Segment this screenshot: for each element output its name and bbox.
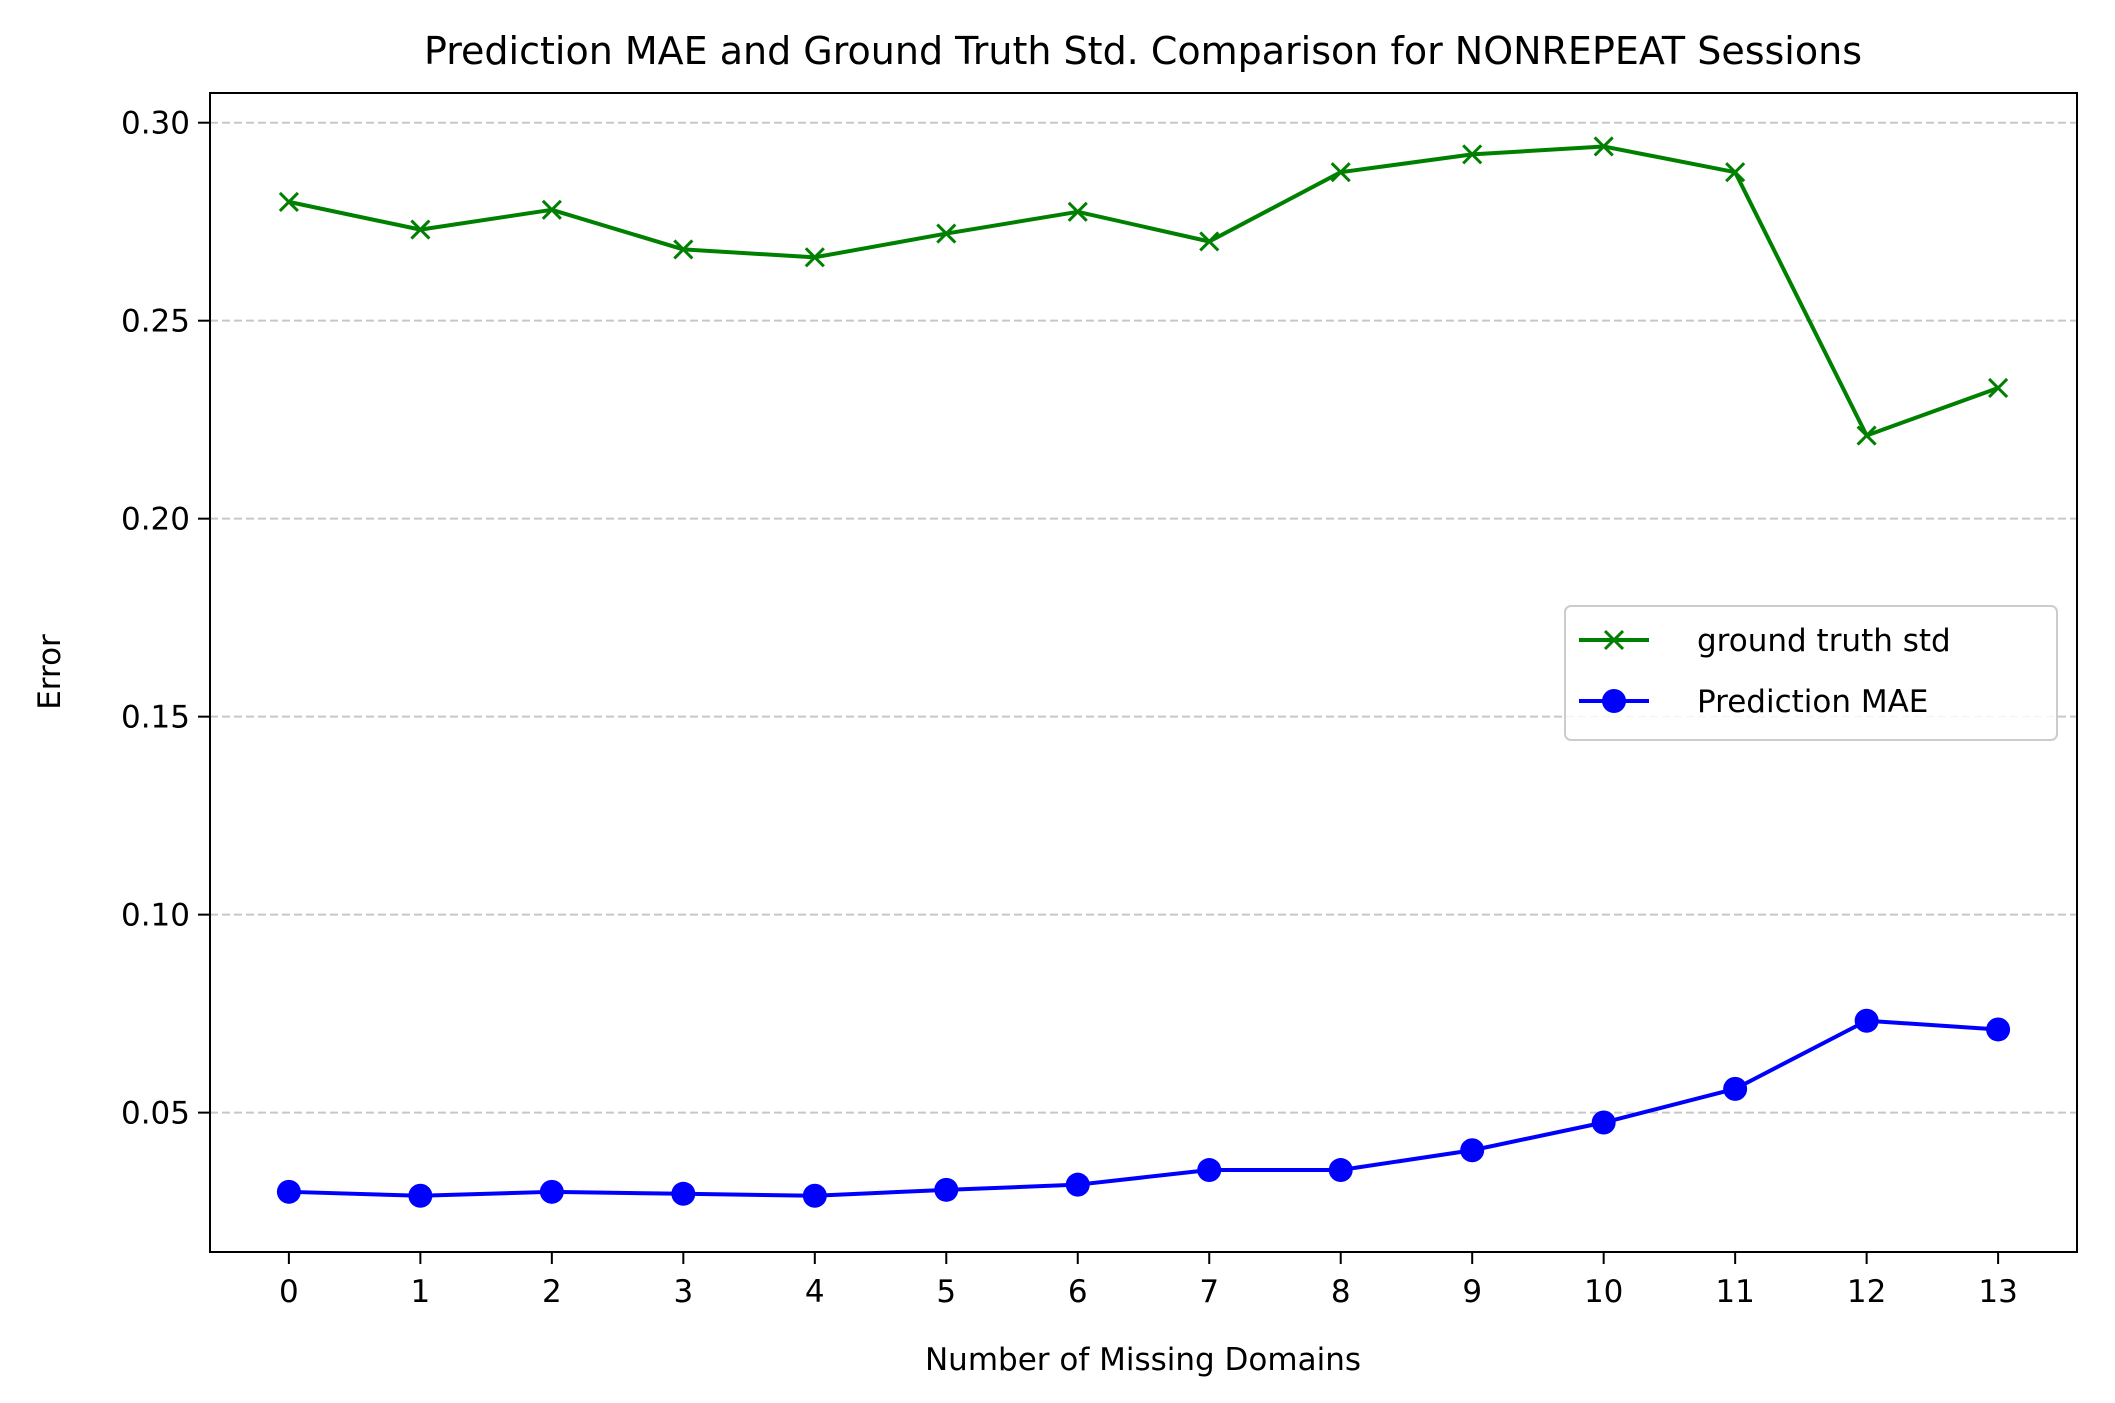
legend-entry: Prediction MAE — [1579, 684, 1928, 720]
y-axis: 0.05 0.10 0.15 0.20 0.25 0.30 — [121, 106, 210, 1132]
x-tick-label: 5 — [936, 1274, 956, 1310]
data-point — [802, 1183, 827, 1208]
x-tick-label: 3 — [673, 1274, 693, 1310]
data-point — [1460, 1138, 1485, 1163]
y-tick-label: 0.15 — [121, 700, 190, 736]
x-tick-label: 0 — [279, 1274, 299, 1310]
data-point — [1197, 1158, 1222, 1183]
y-tick-label: 0.10 — [121, 898, 190, 934]
x-tick-label: 13 — [1978, 1274, 2017, 1310]
series-0 — [278, 136, 2009, 446]
data-point — [276, 1179, 301, 1204]
legend-marker — [1602, 689, 1626, 713]
x-tick-label: 9 — [1462, 1274, 1482, 1310]
legend-entry: ground truth std — [1579, 623, 1951, 659]
data-point — [278, 191, 299, 212]
series-line — [288, 1018, 1999, 1198]
data-point — [934, 1177, 959, 1202]
data-point — [1328, 1158, 1353, 1183]
y-tick-label: 0.30 — [121, 106, 190, 142]
data-point — [1067, 201, 1088, 222]
series-line — [288, 144, 1999, 438]
data-point — [1591, 1110, 1616, 1135]
x-tick-label: 7 — [1199, 1274, 1219, 1310]
data-point — [1986, 1017, 2011, 1042]
data-point — [1593, 136, 1614, 157]
data-point — [1856, 425, 1877, 446]
data-point — [936, 223, 957, 244]
data-point — [673, 239, 694, 260]
x-tick-label: 12 — [1847, 1274, 1886, 1310]
data-point — [1988, 377, 2009, 399]
x-axis-label: Number of Missing Domains — [925, 1342, 1361, 1378]
chart-title: Prediction MAE and Ground Truth Std. Com… — [424, 29, 1862, 73]
y-tick-label: 0.25 — [121, 304, 190, 340]
legend-marker — [1603, 629, 1625, 651]
y-tick-label: 0.05 — [121, 1096, 190, 1132]
data-point — [1854, 1008, 1879, 1033]
x-tick-label: 1 — [410, 1274, 430, 1310]
data-point — [804, 247, 825, 268]
x-tick-label: 2 — [542, 1274, 562, 1310]
data-point — [410, 219, 431, 240]
legend-label: Prediction MAE — [1697, 684, 1928, 720]
data-point — [408, 1183, 433, 1208]
legend-label: ground truth std — [1697, 623, 1951, 659]
y-tick-label: 0.20 — [121, 502, 190, 538]
data-point — [1725, 162, 1746, 183]
x-tick-label: 10 — [1584, 1274, 1623, 1310]
data-point — [1199, 231, 1220, 252]
x-axis: 0 1 2 3 4 5 6 7 8 9 10 11 12 13 — [279, 1252, 2018, 1310]
y-axis-label: Error — [32, 634, 68, 710]
legend-box — [1564, 605, 2058, 741]
data-point — [671, 1181, 696, 1206]
series-1 — [276, 1008, 2011, 1208]
data-point — [1462, 144, 1483, 165]
data-point — [1065, 1172, 1090, 1197]
legend: ground truth std Prediction MAE — [1564, 605, 2058, 741]
plot-frame — [209, 92, 2078, 1253]
data-point — [1330, 162, 1351, 183]
x-tick-label: 8 — [1331, 1274, 1351, 1310]
x-tick-label: 4 — [805, 1274, 825, 1310]
data-point — [541, 199, 562, 220]
x-tick-label: 11 — [1715, 1274, 1754, 1310]
series-layer — [276, 136, 2011, 1208]
x-tick-label: 6 — [1068, 1274, 1088, 1310]
data-point — [1723, 1076, 1748, 1101]
data-point — [539, 1179, 564, 1204]
